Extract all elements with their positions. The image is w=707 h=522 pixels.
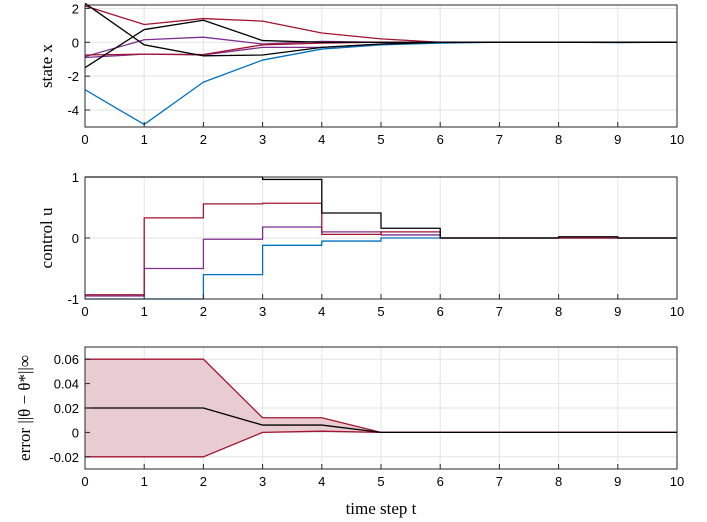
x-tick-label: 5 <box>377 132 384 147</box>
y-tick-label: 0.06 <box>54 352 79 367</box>
x-tick-label: 1 <box>141 132 148 147</box>
x-tick-label: 3 <box>259 132 266 147</box>
x-tick-label: 4 <box>318 132 325 147</box>
x-tick-label: 4 <box>318 474 325 489</box>
x-tick-label: 2 <box>200 474 207 489</box>
x-tick-label: 7 <box>496 474 503 489</box>
x-tick-label: 7 <box>496 304 503 319</box>
x-tick-label: 9 <box>614 474 621 489</box>
y-tick-label: -0.02 <box>49 450 79 465</box>
x-tick-label: 1 <box>141 304 148 319</box>
x-tick-label: 10 <box>670 474 684 489</box>
y-tick-label: -4 <box>67 103 79 118</box>
x-tick-label: 8 <box>555 132 562 147</box>
x-tick-label: 4 <box>318 304 325 319</box>
x-tick-label: 9 <box>614 132 621 147</box>
y-tick-label: -1 <box>67 292 79 307</box>
ylabel-control: control u <box>37 207 56 268</box>
xlabel-error: time step t <box>346 499 417 518</box>
x-tick-label: 8 <box>555 304 562 319</box>
x-tick-label: 10 <box>670 304 684 319</box>
y-tick-label: -2 <box>67 69 79 84</box>
y-tick-label: 2 <box>72 1 79 16</box>
x-tick-label: 6 <box>437 474 444 489</box>
x-tick-label: 2 <box>200 132 207 147</box>
x-tick-label: 5 <box>377 304 384 319</box>
x-tick-label: 10 <box>670 132 684 147</box>
ylabel-error: error ||θ − θ*||∞ <box>15 355 34 461</box>
y-tick-label: 0 <box>72 425 79 440</box>
panel-state: 0 1 2 3 4 5 6 7 8 9 10 -4 -2 0 2 state x <box>37 1 684 147</box>
x-tick-label: 6 <box>437 132 444 147</box>
y-tick-label: 1 <box>72 170 79 185</box>
x-tick-label: 1 <box>141 474 148 489</box>
x-tick-label: 3 <box>259 474 266 489</box>
x-tick-label: 0 <box>81 304 88 319</box>
x-tick-label: 3 <box>259 304 266 319</box>
y-tick-label: 0 <box>72 35 79 50</box>
x-tick-label: 6 <box>437 304 444 319</box>
x-tick-label: 9 <box>614 304 621 319</box>
panel-control: 0 1 2 3 4 5 6 7 8 9 10-101 control u <box>37 170 684 319</box>
y-tick-label: 0.04 <box>54 377 79 392</box>
x-tick-label: 0 <box>81 132 88 147</box>
y-tick-label: 0 <box>72 231 79 246</box>
x-tick-label: 2 <box>200 304 207 319</box>
x-tick-label: 0 <box>81 474 88 489</box>
ylabel-state: state x <box>37 44 56 88</box>
x-tick-label: 8 <box>555 474 562 489</box>
x-tick-label: 5 <box>377 474 384 489</box>
x-tick-label: 7 <box>496 132 503 147</box>
y-tick-label: 0.02 <box>54 401 79 416</box>
